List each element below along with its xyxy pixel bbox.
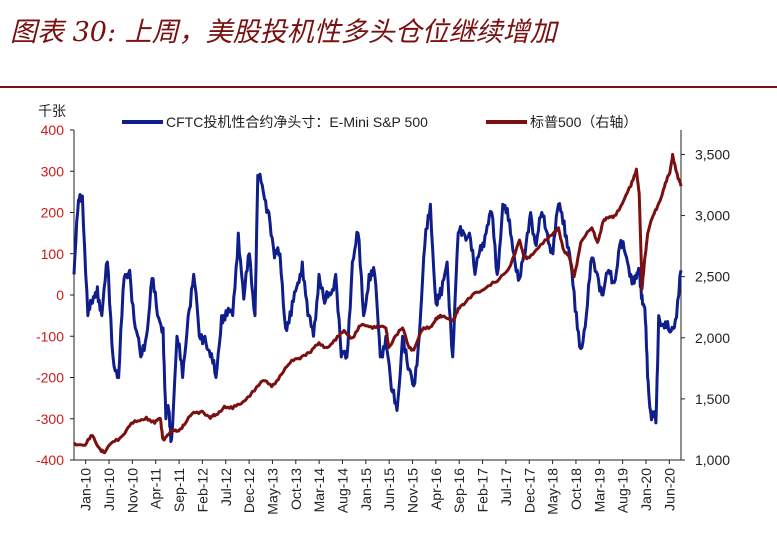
x-tick-label: Apr-11 bbox=[148, 468, 164, 509]
x-tick-label: Dec-17 bbox=[521, 468, 537, 513]
series-layer bbox=[72, 152, 683, 455]
x-tick-label: Sep-16 bbox=[451, 468, 467, 513]
cftc-series-line bbox=[72, 172, 683, 443]
x-tick-label: Sep-11 bbox=[171, 468, 187, 512]
x-tick-label: Apr-16 bbox=[428, 468, 444, 510]
x-tick-label: Feb-12 bbox=[194, 468, 210, 513]
x-tick-label: Jan-10 bbox=[78, 468, 94, 511]
spx-series-line bbox=[72, 152, 683, 455]
x-tick-label: Jun-20 bbox=[661, 468, 677, 511]
left-tick-label: 0 bbox=[56, 287, 64, 303]
left-tick-label: 200 bbox=[41, 205, 65, 221]
left-tick-label: 300 bbox=[41, 163, 65, 179]
x-tick-label: Jun-15 bbox=[381, 468, 397, 511]
x-tick-label: Jan-15 bbox=[358, 468, 374, 511]
right-tick-label: 2,500 bbox=[695, 269, 730, 285]
x-tick-label: Nov-10 bbox=[124, 468, 140, 513]
x-tick-label: Mar-19 bbox=[591, 468, 607, 513]
left-axis-unit: 千张 bbox=[38, 103, 66, 119]
x-tick-label: May-13 bbox=[264, 468, 280, 515]
right-tick-label: 2,000 bbox=[695, 330, 730, 346]
x-tick-label: Dec-12 bbox=[241, 468, 257, 513]
x-tick-label: Oct-18 bbox=[568, 468, 584, 510]
left-tick-label: -100 bbox=[36, 328, 64, 344]
x-tick-label: Nov-15 bbox=[405, 468, 421, 513]
x-tick-label: Aug-19 bbox=[615, 468, 631, 513]
x-tick-label: Jul-17 bbox=[498, 468, 514, 506]
right-tick-label: 1,500 bbox=[695, 391, 730, 407]
right-tick-label: 3,500 bbox=[695, 146, 730, 162]
left-tick-label: 400 bbox=[41, 122, 65, 138]
right-tick-label: 3,000 bbox=[695, 208, 730, 224]
legend-cftc-label: CFTC投机性合约净头寸：E-Mini S&P 500 bbox=[166, 114, 428, 130]
x-tick-label: Aug-14 bbox=[334, 468, 350, 513]
right-tick-label: 1,000 bbox=[695, 452, 730, 468]
left-tick-label: -400 bbox=[36, 452, 64, 468]
x-tick-label: Oct-13 bbox=[288, 468, 304, 510]
x-tick-label: Mar-14 bbox=[311, 468, 327, 513]
title-divider bbox=[0, 86, 777, 88]
left-tick-label: -200 bbox=[36, 370, 64, 386]
x-tick-label: Jan-20 bbox=[638, 468, 654, 511]
x-tick-label: Jul-12 bbox=[218, 468, 234, 506]
axes-layer: 400 300 200 100 0 -100 -200 -300 -400 千张 3,500 3,00… bbox=[36, 103, 730, 515]
x-tick-label: May-18 bbox=[545, 468, 561, 515]
x-tick-label: Jun-10 bbox=[101, 468, 117, 511]
left-tick-label: -300 bbox=[36, 411, 64, 427]
figure-title: 图表 30: 上周，美股投机性多头仓位继续增加 bbox=[10, 17, 557, 48]
x-tick-label: Feb-17 bbox=[475, 468, 491, 513]
legend: CFTC投机性合约净头寸：E-Mini S&P 500 标普500（右轴） bbox=[122, 114, 637, 130]
left-tick-label: 100 bbox=[41, 246, 65, 262]
legend-spx-label: 标普500（右轴） bbox=[530, 114, 637, 130]
